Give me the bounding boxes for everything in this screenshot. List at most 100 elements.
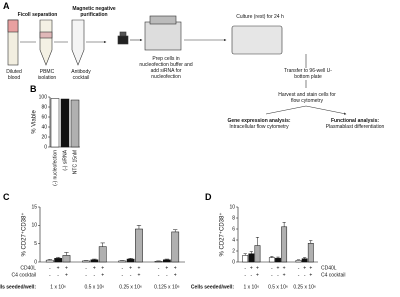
sign: - <box>298 265 300 271</box>
bar <box>54 258 62 263</box>
sign: - <box>244 272 246 278</box>
step-label: Intracellular flow cytometry <box>229 124 289 130</box>
y-tick-label: 20 <box>41 134 47 140</box>
sign: + <box>129 265 132 271</box>
sign: + <box>250 265 253 271</box>
bar <box>98 246 107 263</box>
sign: - <box>298 272 300 278</box>
step-label: Magnetic negative purification <box>72 6 116 18</box>
error-bar <box>249 251 253 254</box>
group-label: 0.125 x 10⁶ <box>154 284 179 290</box>
sign: - <box>250 272 252 278</box>
bar <box>126 258 135 263</box>
sign: - <box>271 265 273 271</box>
y-axis-label: % Viable <box>32 110 38 134</box>
bar <box>62 255 71 263</box>
panel-label: C <box>3 192 10 202</box>
x-axis-label: Cells seeded/well: <box>0 284 36 290</box>
bar <box>118 260 127 263</box>
y-tick-label: 0 <box>34 259 37 265</box>
sign: - <box>94 272 96 278</box>
sign: + <box>174 272 177 278</box>
bar <box>163 259 171 263</box>
step-label: Antibody cocktail <box>71 69 91 81</box>
sign-row-label: C4 cocktail <box>321 272 345 278</box>
bar <box>268 257 275 263</box>
sign: + <box>101 265 104 271</box>
sign: + <box>283 272 286 278</box>
bar <box>307 243 314 263</box>
sign: - <box>277 272 279 278</box>
error-bar <box>47 259 52 261</box>
bar <box>254 245 261 263</box>
step-label: Gene expression analysis: <box>227 118 291 124</box>
y-tick-label: 80 <box>41 104 47 110</box>
sign: - <box>57 272 59 278</box>
sign: + <box>277 265 280 271</box>
error-bar <box>270 256 274 258</box>
sign-row-label: C4 cocktail <box>12 272 36 278</box>
sign: - <box>158 265 160 271</box>
sign: + <box>165 265 168 271</box>
y-tick-label: 40 <box>41 124 47 130</box>
sign: + <box>303 265 306 271</box>
sign: + <box>256 265 259 271</box>
step-label: Harvest and stain cells for flow cytomet… <box>278 92 336 104</box>
x-tick-label: (-) siRNA <box>62 149 68 170</box>
error-bar <box>92 258 97 260</box>
sign: + <box>138 272 141 278</box>
sign: - <box>244 265 246 271</box>
y-tick-label: 2 <box>232 248 235 254</box>
error-bar <box>282 222 286 227</box>
bar <box>45 259 54 263</box>
sign: - <box>49 272 51 278</box>
group-label: 0.25 x 10⁶ <box>293 284 316 290</box>
y-tick-label: 6 <box>232 226 235 232</box>
sign: + <box>65 265 68 271</box>
sign: + <box>256 272 259 278</box>
y-tick-label: 100 <box>39 94 48 100</box>
bar <box>248 253 255 263</box>
sign: + <box>93 265 96 271</box>
sign: - <box>158 272 160 278</box>
sign: - <box>304 272 306 278</box>
error-bar <box>309 240 313 244</box>
sign: + <box>65 272 68 278</box>
panel-label: D <box>205 192 212 202</box>
y-tick-label: 5 <box>34 241 37 247</box>
sign: + <box>283 265 286 271</box>
sign: + <box>57 265 60 271</box>
sign: - <box>121 272 123 278</box>
sign: + <box>101 272 104 278</box>
y-tick-label: 60 <box>41 114 47 120</box>
y-tick-label: 0 <box>44 144 47 150</box>
x-axis-label: Cells seeded/well: <box>191 284 234 290</box>
error-bar <box>128 258 133 260</box>
error-bar <box>136 225 142 229</box>
bar <box>295 260 302 263</box>
sign-row-label: CD40L <box>321 265 337 271</box>
bar <box>154 261 163 263</box>
y-tick-label: 0 <box>232 259 235 265</box>
y-tick-label: 10 <box>229 204 235 210</box>
sign: + <box>309 272 312 278</box>
step-label: PBMC isolation <box>37 69 57 81</box>
panel-label: A <box>3 1 10 11</box>
y-tick-label: 8 <box>232 215 235 221</box>
step-label: Diluted blood <box>6 69 22 81</box>
error-bar <box>173 229 178 232</box>
group-label: 1 x 10⁶ <box>243 284 259 290</box>
sign: - <box>85 265 87 271</box>
bar <box>90 259 99 263</box>
sign: - <box>271 272 273 278</box>
x-tick-label: (-) nucleofection <box>52 150 58 186</box>
group-label: 0.5 x 10⁶ <box>84 284 104 290</box>
y-axis-label: % CD27⁺CD38⁺ <box>21 212 28 256</box>
error-bar <box>64 252 69 256</box>
sign: - <box>49 265 51 271</box>
step-label: Ficoll separation <box>17 12 58 18</box>
sign-row-label: CD40L <box>20 265 36 271</box>
sign: + <box>138 265 141 271</box>
y-axis-label: % CD27⁺CD38⁺ <box>219 212 226 256</box>
